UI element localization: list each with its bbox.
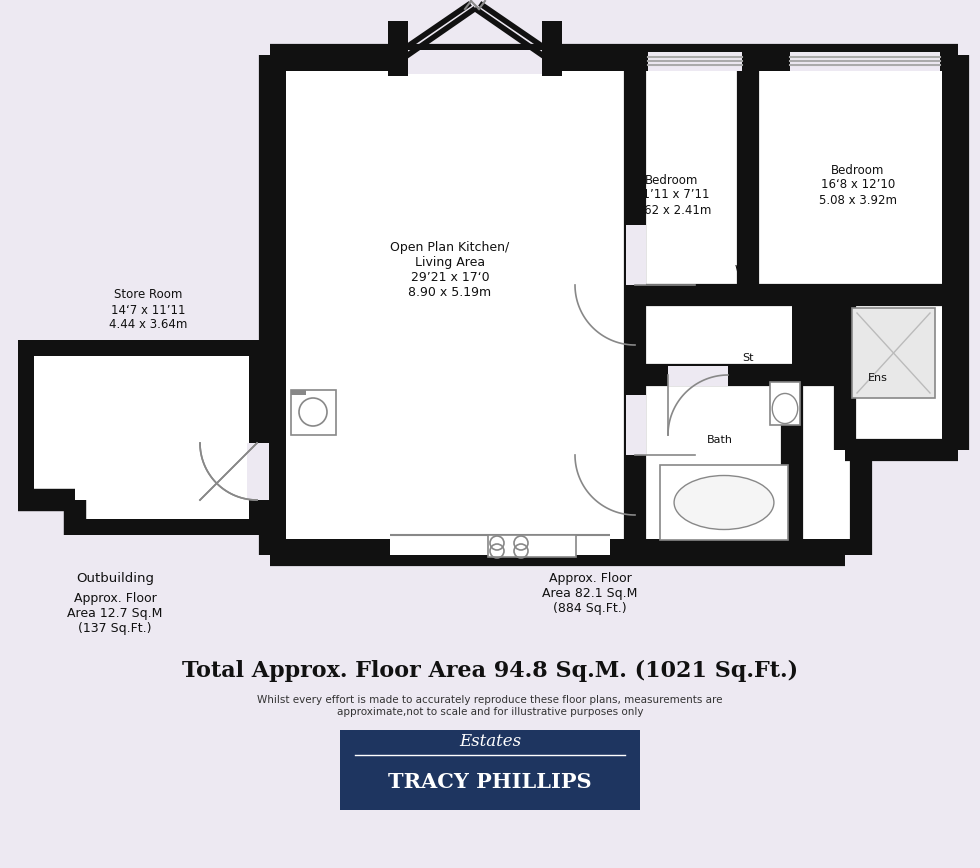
Bar bbox=[248, 443, 268, 500]
Bar bbox=[648, 52, 742, 71]
Bar bbox=[853, 303, 942, 442]
Bar bbox=[286, 71, 627, 539]
Bar bbox=[668, 366, 728, 386]
Bar bbox=[626, 225, 646, 285]
Text: W: W bbox=[734, 265, 746, 275]
Bar bbox=[635, 295, 845, 555]
Text: Outbuilding: Outbuilding bbox=[76, 572, 154, 585]
Text: Bedroom
16‘8 x 12’10
5.08 x 3.92m: Bedroom 16‘8 x 12’10 5.08 x 3.92m bbox=[819, 163, 897, 207]
Bar bbox=[34, 356, 249, 519]
Bar bbox=[291, 390, 336, 435]
Text: Store Room
14‘7 x 11’11
4.44 x 3.64m: Store Room 14‘7 x 11’11 4.44 x 3.64m bbox=[109, 288, 187, 332]
Bar bbox=[18, 340, 265, 535]
Bar bbox=[270, 55, 958, 295]
Text: Bath: Bath bbox=[707, 435, 733, 445]
Bar bbox=[270, 55, 958, 555]
Text: Total Approx. Floor Area 94.8 Sq.M. (1021 Sq.Ft.): Total Approx. Floor Area 94.8 Sq.M. (102… bbox=[182, 660, 798, 682]
Ellipse shape bbox=[772, 393, 798, 424]
Bar bbox=[660, 465, 788, 540]
Bar bbox=[643, 303, 792, 367]
Bar bbox=[388, 21, 408, 76]
Bar bbox=[861, 455, 958, 555]
Ellipse shape bbox=[674, 476, 774, 529]
Bar bbox=[635, 295, 792, 375]
Bar bbox=[845, 295, 942, 539]
Bar bbox=[748, 71, 942, 295]
Bar bbox=[18, 500, 75, 535]
Bar bbox=[390, 50, 560, 74]
Bar bbox=[643, 383, 837, 539]
Bar bbox=[286, 71, 635, 539]
Bar bbox=[247, 443, 269, 500]
Bar bbox=[635, 71, 748, 295]
Text: Ens: Ens bbox=[868, 373, 888, 383]
Bar bbox=[390, 535, 610, 555]
Bar bbox=[542, 21, 562, 76]
Text: Estates: Estates bbox=[459, 733, 521, 751]
Bar bbox=[626, 395, 646, 455]
Bar bbox=[852, 308, 935, 398]
Text: Open Plan Kitchen/
Living Area
29’21 x 17‘0
8.90 x 5.19m: Open Plan Kitchen/ Living Area 29’21 x 1… bbox=[390, 241, 510, 299]
Bar bbox=[34, 356, 249, 519]
Bar bbox=[18, 500, 75, 535]
Text: Approx. Floor
Area 12.7 Sq.M
(137 Sq.Ft.): Approx. Floor Area 12.7 Sq.M (137 Sq.Ft.… bbox=[68, 592, 163, 635]
Text: Whilst every effort is made to accurately reproduce these floor plans, measureme: Whilst every effort is made to accuratel… bbox=[258, 695, 723, 717]
Bar bbox=[845, 295, 958, 450]
Bar bbox=[270, 295, 635, 555]
Bar bbox=[643, 71, 740, 287]
Bar bbox=[635, 375, 845, 539]
Text: TRACY PHILLIPS: TRACY PHILLIPS bbox=[388, 772, 592, 792]
Text: Approx. Floor
Area 82.1 Sq.M
(884 Sq.Ft.): Approx. Floor Area 82.1 Sq.M (884 Sq.Ft.… bbox=[542, 572, 638, 615]
Bar bbox=[756, 71, 942, 287]
Bar bbox=[770, 382, 800, 425]
Bar bbox=[790, 52, 940, 71]
Text: Bedroom
11’11 x 7’11
3.62 x 2.41m: Bedroom 11’11 x 7’11 3.62 x 2.41m bbox=[633, 174, 711, 216]
Bar bbox=[18, 340, 265, 535]
Bar bbox=[488, 535, 576, 557]
Text: St: St bbox=[742, 353, 754, 363]
Bar bbox=[340, 730, 640, 810]
Bar bbox=[291, 390, 306, 395]
Bar bbox=[18, 340, 265, 535]
